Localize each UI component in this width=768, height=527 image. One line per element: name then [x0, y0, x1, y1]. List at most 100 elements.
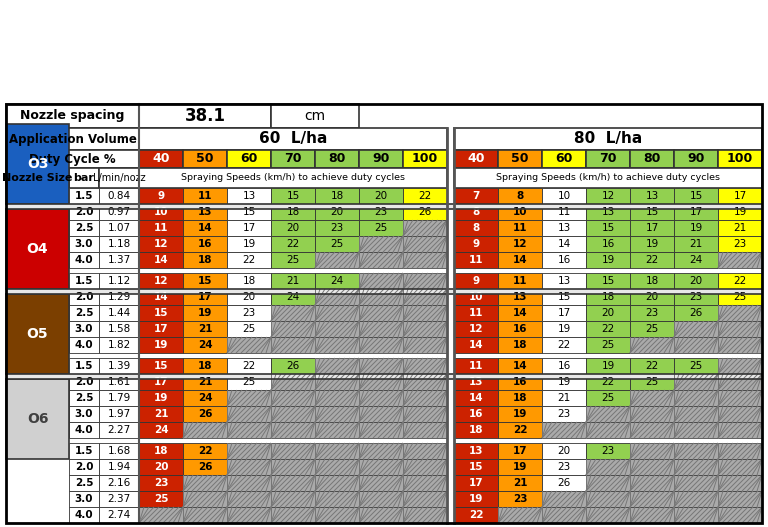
Bar: [498, 443, 542, 459]
Text: 26: 26: [197, 462, 212, 472]
Text: 15: 15: [601, 276, 614, 286]
Bar: [586, 252, 630, 268]
Bar: [630, 321, 674, 337]
Bar: [69, 358, 99, 374]
Text: 1.97: 1.97: [108, 409, 131, 419]
Bar: [227, 390, 271, 406]
Bar: [586, 188, 630, 204]
Text: 16: 16: [558, 361, 571, 371]
Bar: [227, 150, 271, 168]
Bar: [139, 273, 183, 289]
Bar: [674, 236, 718, 252]
Text: 1.29: 1.29: [108, 292, 131, 302]
Text: 10: 10: [513, 207, 528, 217]
Text: 17: 17: [243, 223, 256, 233]
Bar: [315, 305, 359, 321]
Bar: [271, 150, 315, 168]
Bar: [139, 374, 183, 390]
Text: 2.16: 2.16: [108, 478, 131, 488]
Text: 23: 23: [558, 409, 571, 419]
Text: 60: 60: [555, 152, 573, 165]
Text: 10: 10: [468, 292, 483, 302]
Bar: [359, 406, 403, 422]
Bar: [69, 475, 99, 491]
Bar: [498, 337, 542, 353]
Bar: [542, 374, 586, 390]
Text: 26: 26: [419, 207, 432, 217]
Text: 20: 20: [243, 292, 256, 302]
Text: 19: 19: [558, 324, 571, 334]
Text: 11: 11: [154, 223, 168, 233]
Bar: [403, 358, 447, 374]
Text: 11: 11: [513, 223, 528, 233]
Bar: [69, 459, 99, 475]
Bar: [542, 252, 586, 268]
Text: 21: 21: [513, 478, 528, 488]
Bar: [359, 475, 403, 491]
Bar: [498, 220, 542, 236]
Text: 2.74: 2.74: [108, 510, 131, 520]
Bar: [183, 321, 227, 337]
Text: 17: 17: [513, 446, 528, 456]
Text: 25: 25: [243, 377, 256, 387]
Text: 15: 15: [645, 207, 659, 217]
Bar: [315, 236, 359, 252]
Text: 26: 26: [197, 409, 212, 419]
Text: 13: 13: [601, 207, 614, 217]
Text: 20: 20: [645, 292, 659, 302]
Bar: [718, 507, 762, 523]
Text: 19: 19: [154, 340, 168, 350]
Text: 12: 12: [513, 239, 528, 249]
Bar: [454, 289, 498, 305]
Text: 20: 20: [154, 462, 168, 472]
Bar: [271, 321, 315, 337]
Bar: [183, 507, 227, 523]
Text: 24: 24: [154, 425, 168, 435]
Bar: [183, 374, 227, 390]
Bar: [183, 305, 227, 321]
Text: 14: 14: [468, 340, 483, 350]
Bar: [718, 305, 762, 321]
Bar: [227, 358, 271, 374]
Text: 0.97: 0.97: [108, 207, 131, 217]
Bar: [139, 289, 183, 305]
Bar: [454, 507, 498, 523]
Text: 14: 14: [154, 292, 168, 302]
Text: 2.0: 2.0: [74, 462, 93, 472]
Text: Spraying Speeds (km/h) to achieve duty cycles: Spraying Speeds (km/h) to achieve duty c…: [181, 173, 405, 182]
Bar: [271, 236, 315, 252]
Bar: [99, 321, 139, 337]
Bar: [542, 358, 586, 374]
Bar: [139, 252, 183, 268]
Text: 21: 21: [197, 377, 212, 387]
Bar: [454, 459, 498, 475]
Bar: [99, 188, 139, 204]
Bar: [359, 390, 403, 406]
Text: 23: 23: [733, 239, 746, 249]
Bar: [674, 204, 718, 220]
Bar: [183, 475, 227, 491]
Bar: [183, 422, 227, 438]
Bar: [586, 220, 630, 236]
Bar: [139, 459, 183, 475]
Text: 13: 13: [513, 292, 528, 302]
Bar: [359, 422, 403, 438]
Text: 3.0: 3.0: [74, 239, 93, 249]
Bar: [359, 507, 403, 523]
Bar: [454, 168, 762, 188]
Text: 9: 9: [472, 276, 479, 286]
Text: 1.68: 1.68: [108, 446, 131, 456]
Bar: [139, 204, 183, 220]
Bar: [99, 358, 139, 374]
Bar: [403, 390, 447, 406]
Text: 11: 11: [558, 207, 571, 217]
Bar: [99, 443, 139, 459]
Text: 19: 19: [690, 223, 703, 233]
Bar: [403, 273, 447, 289]
Bar: [271, 507, 315, 523]
Bar: [630, 305, 674, 321]
Text: 12: 12: [468, 324, 483, 334]
Bar: [674, 422, 718, 438]
Text: 90: 90: [372, 152, 389, 165]
Text: 21: 21: [690, 239, 703, 249]
